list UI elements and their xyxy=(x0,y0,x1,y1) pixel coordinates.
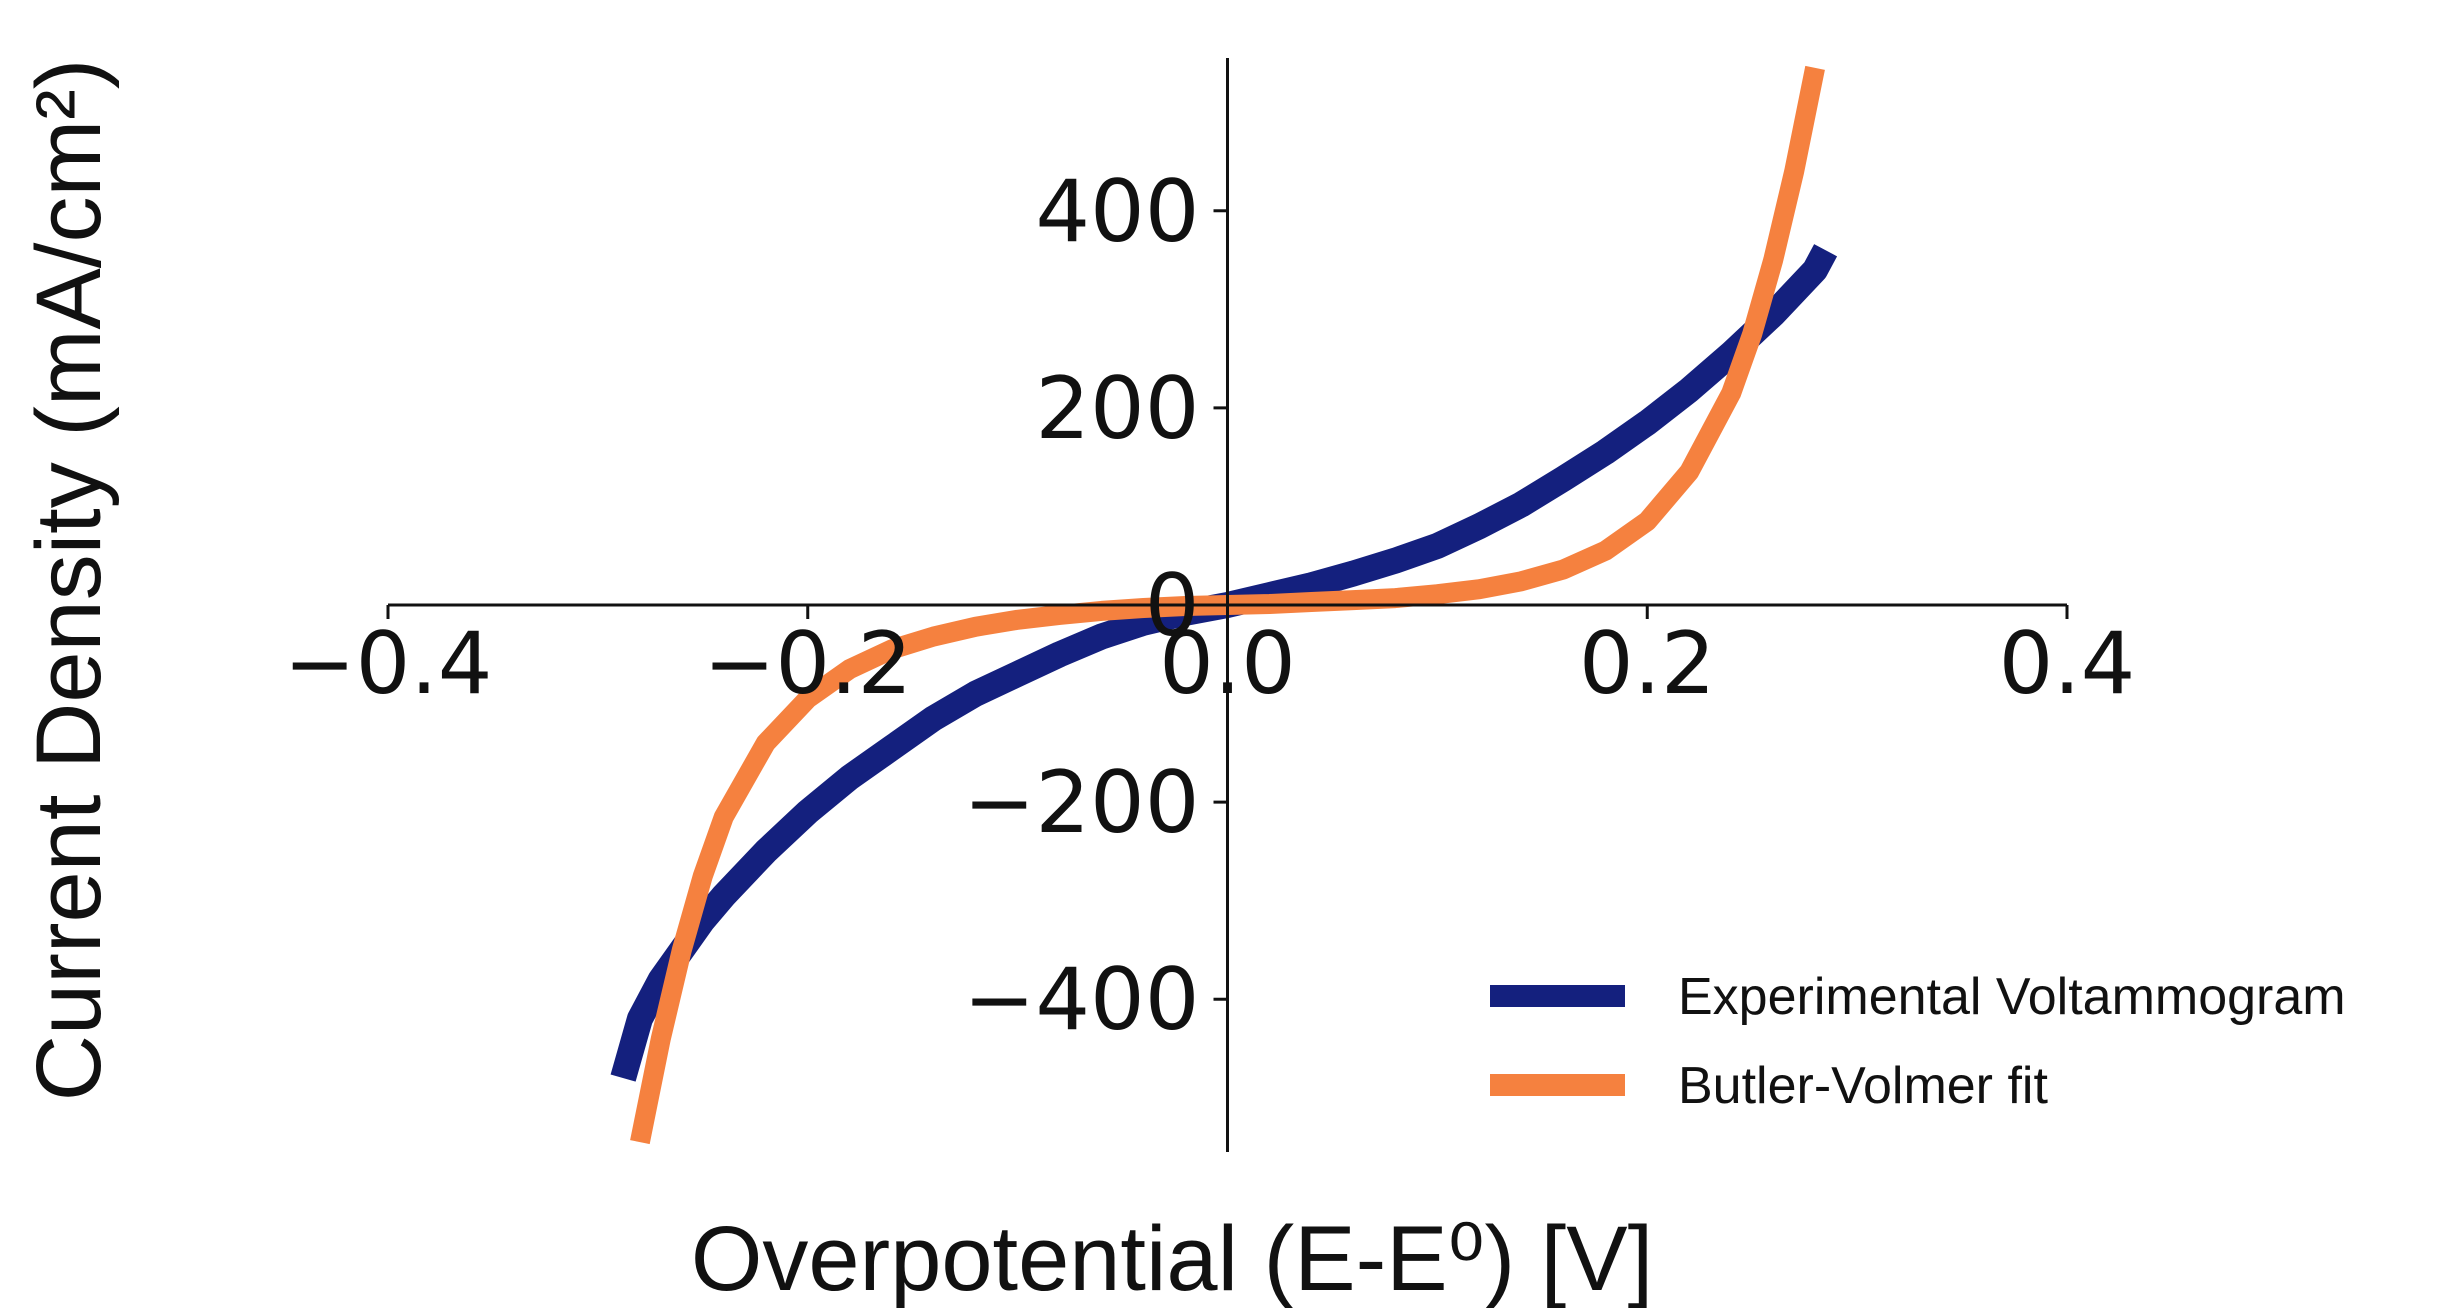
x-tick-label: 0.2 xyxy=(1579,614,1716,714)
legend-label-butler-volmer: Butler-Volmer fit xyxy=(1678,1057,2048,1115)
x-tick-label: −0.4 xyxy=(284,614,493,714)
x-ticks: −0.4 −0.2 0.0 0.2 0.4 xyxy=(284,605,2136,714)
y-ticks: −400 −200 0 200 400 xyxy=(963,162,1228,1050)
y-tick-label: 400 xyxy=(1035,162,1199,262)
x-axis-title: Overpotential (E-E⁰) [V] xyxy=(691,1208,1653,1308)
y-axis-title: Current Density (mA/cm²) xyxy=(18,59,120,1102)
legend: Experimental Voltammogram Butler-Volmer … xyxy=(1490,968,2346,1115)
x-tick-label: 0.0 xyxy=(1159,614,1296,714)
y-tick-label: −200 xyxy=(963,753,1199,853)
x-tick-label: −0.2 xyxy=(703,614,912,714)
x-tick-label: 0.4 xyxy=(1999,614,2136,714)
legend-label-experimental: Experimental Voltammogram xyxy=(1678,968,2346,1026)
y-tick-label: 0 xyxy=(1145,556,1200,656)
y-tick-label: 200 xyxy=(1035,359,1199,459)
y-tick-label: −400 xyxy=(963,950,1199,1050)
